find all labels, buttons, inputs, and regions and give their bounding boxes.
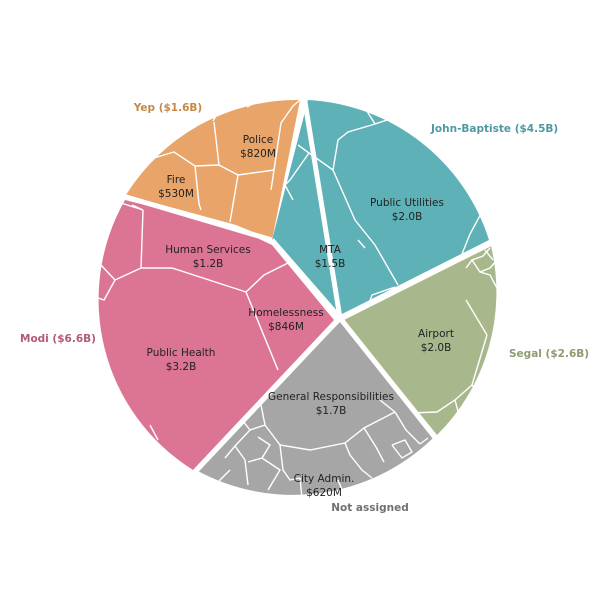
region-john-baptiste[interactable] [272, 100, 489, 315]
cell-label-mta-value: $1.5B [315, 258, 346, 270]
cell-label-mta-name: MTA [319, 244, 342, 256]
cell-label-general-responsibilities-name: General Responsibilities [268, 391, 394, 403]
cell-label-airport-value: $2.0B [421, 342, 452, 354]
group-labels: Yep ($1.6B) John-Baptiste ($4.5B) Segal … [20, 102, 589, 514]
group-label-yep: Yep ($1.6B) [133, 102, 202, 114]
region-john-baptiste-cell-lines [284, 107, 484, 286]
cell-label-human-services-value: $1.2B [193, 258, 224, 270]
cell-label-human-services-name: Human Services [165, 244, 250, 256]
cell-label-public-utilities-name: Public Utilities [370, 197, 444, 209]
group-label-segal: Segal ($2.6B) [509, 348, 589, 360]
cell-label-airport-name: Airport [418, 328, 454, 340]
cell-label-fire-name: Fire [167, 174, 186, 186]
region-modi[interactable] [97, 200, 335, 470]
region-segal[interactable] [344, 246, 499, 435]
wedge-separators [122, 95, 496, 476]
cell-label-city-admin-value: $620M [306, 487, 342, 499]
region-yep-shape [126, 99, 300, 240]
cell-label-public-health-value: $3.2B [166, 361, 197, 373]
region-not-assigned-cell-lines [214, 379, 429, 499]
region-not-assigned[interactable] [196, 322, 433, 499]
cell-labels: Police $820M Fire $530M Public Utilities… [147, 134, 454, 499]
cell-label-fire-value: $530M [158, 188, 194, 200]
cell-label-police-name: Police [243, 134, 273, 146]
cell-label-police-value: $820M [240, 148, 276, 160]
region-yep-cell-lines [153, 99, 301, 223]
region-not-assigned-shape [196, 322, 433, 495]
cell-label-public-health-name: Public Health [147, 347, 216, 359]
region-modi-cell-lines [97, 201, 291, 441]
group-label-not-assigned: Not assigned [331, 502, 409, 514]
cell-label-public-utilities-value: $2.0B [392, 211, 423, 223]
cell-label-homelessness-value: $846M [268, 321, 304, 333]
region-john-baptiste-shape [272, 100, 489, 315]
region-segal-shape [344, 246, 497, 435]
cell-label-city-admin-name: City Admin. [294, 473, 355, 485]
region-yep[interactable] [126, 99, 301, 240]
cell-label-general-responsibilities-value: $1.7B [316, 405, 347, 417]
group-label-john-baptiste: John-Baptiste ($4.5B) [430, 123, 558, 135]
cell-label-homelessness-name: Homelessness [248, 307, 323, 319]
group-label-modi: Modi ($6.6B) [20, 333, 96, 345]
